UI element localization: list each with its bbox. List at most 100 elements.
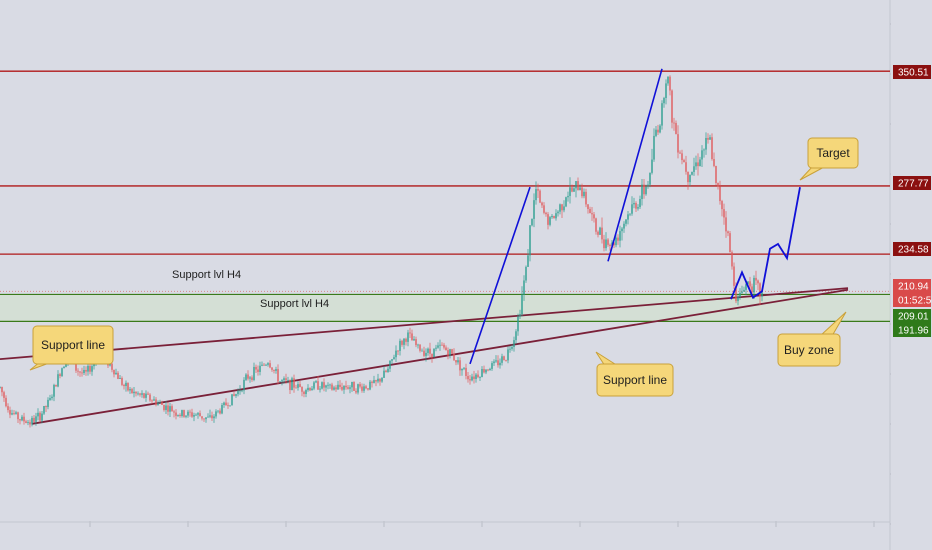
candle-body	[449, 349, 451, 356]
candle-body	[321, 382, 323, 389]
candle-body	[317, 381, 319, 390]
candle-body	[147, 393, 149, 395]
candle-body	[363, 386, 365, 391]
candle-body	[329, 384, 331, 386]
candle-body	[445, 347, 447, 351]
candle-body	[267, 363, 269, 365]
candle-body	[507, 349, 509, 361]
candle-body	[207, 416, 209, 418]
candle-body	[671, 90, 673, 123]
candle-body	[313, 382, 315, 389]
candle-body	[479, 376, 481, 378]
price-axis[interactable]: 350.51 277.77 234.58 210.94 01:52:56 209.01 19…	[891, 0, 932, 550]
candle-body	[393, 357, 395, 360]
candle-body	[177, 414, 179, 416]
candle-body	[583, 191, 585, 197]
candle-body	[563, 206, 565, 211]
candle-body	[235, 394, 237, 396]
candle-body	[527, 255, 529, 267]
candle-body	[339, 384, 341, 387]
candle-body	[489, 368, 491, 371]
candle-body	[49, 398, 51, 400]
candle-body	[327, 384, 329, 386]
candle-body	[277, 369, 279, 382]
price-axis-label: 210.94	[898, 282, 929, 293]
candle-body	[341, 386, 343, 390]
candle-body	[661, 103, 663, 126]
candle-body	[133, 391, 135, 394]
projection-layer	[730, 187, 801, 300]
target-box	[807, 137, 859, 169]
candle-body	[545, 212, 547, 215]
horizontal-levels-layer	[0, 70, 890, 255]
candle-body	[27, 422, 29, 423]
candle-body	[271, 367, 273, 370]
candle-body	[687, 171, 689, 183]
candle-body	[259, 365, 261, 372]
candle-body	[717, 182, 719, 187]
projection-path	[730, 187, 801, 300]
buy-zone-box	[777, 333, 841, 367]
candle-body	[587, 204, 589, 209]
candle-body	[437, 345, 439, 348]
candle-body	[41, 413, 43, 421]
candle-body	[719, 186, 721, 202]
candle-body	[61, 368, 63, 376]
candle-body	[253, 366, 255, 380]
candle-body	[419, 344, 421, 351]
candle-body	[247, 374, 249, 379]
candle-body	[131, 389, 133, 394]
candle-body	[679, 152, 681, 154]
candle-body	[673, 122, 675, 124]
candle-body	[293, 378, 295, 388]
candle-body	[281, 380, 283, 382]
candle-body	[757, 280, 759, 284]
candle-body	[201, 416, 203, 419]
candle-body	[633, 202, 635, 205]
candle-body	[497, 360, 499, 366]
candle-body	[681, 153, 683, 161]
candle-body	[651, 159, 653, 173]
candle-body	[75, 364, 77, 371]
candle-body	[223, 402, 225, 406]
candle-body	[319, 388, 321, 390]
candle-body	[521, 294, 523, 315]
candle-body	[145, 393, 147, 398]
candle-body	[165, 405, 167, 411]
candle-body	[59, 374, 61, 376]
candle-body	[755, 277, 757, 281]
candle-body	[15, 412, 17, 414]
candle-body	[625, 219, 627, 224]
candle-body	[139, 393, 141, 395]
candle-body	[739, 292, 741, 297]
candle-body	[431, 353, 433, 358]
candle-body	[315, 381, 317, 383]
candle-body	[227, 405, 229, 407]
candle-body	[727, 231, 729, 234]
candle-body	[439, 344, 441, 346]
candle-body	[55, 384, 57, 387]
candle-body	[515, 331, 517, 341]
candle-body	[749, 281, 751, 287]
support-trendline	[0, 287, 849, 361]
candle-body	[245, 374, 247, 380]
candle-body	[415, 339, 417, 346]
candle-body	[689, 174, 691, 183]
impulse-line	[607, 68, 663, 262]
buy-zone-label: Buy zone	[784, 343, 834, 357]
price-axis-label: 350.51	[898, 68, 929, 79]
candle-body	[443, 344, 445, 348]
candles-layer	[0, 75, 763, 428]
candle-body	[685, 162, 687, 172]
candle-body	[571, 187, 573, 192]
candle-body	[127, 382, 129, 391]
trendlines-layer	[0, 287, 849, 425]
candle-body	[17, 412, 19, 420]
candle-body	[535, 189, 537, 201]
candle-body	[0, 386, 1, 388]
candle-body	[83, 369, 85, 374]
candle-body	[123, 384, 125, 387]
candle-body	[233, 394, 235, 396]
